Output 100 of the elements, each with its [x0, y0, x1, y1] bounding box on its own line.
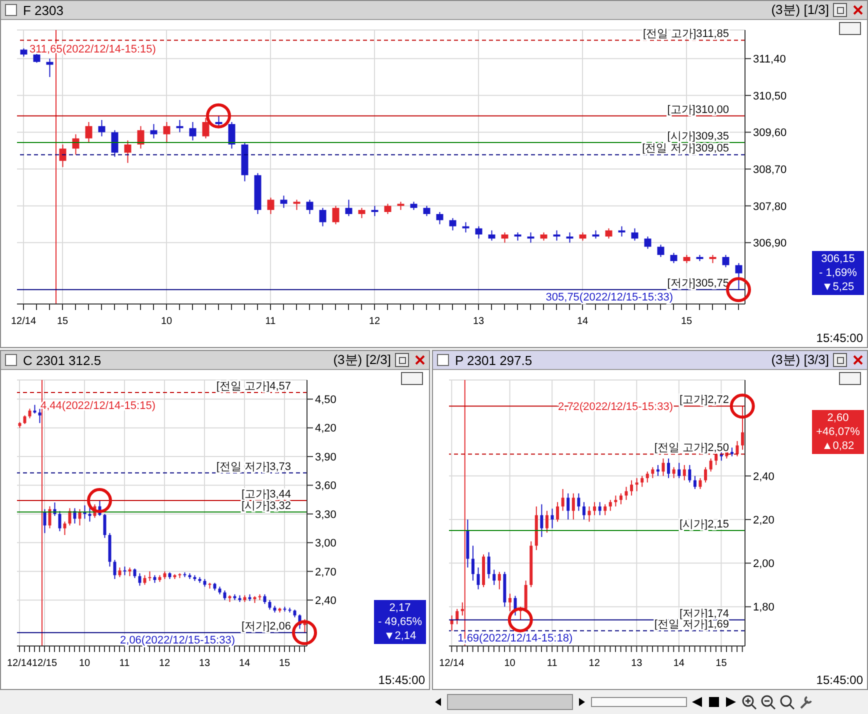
text: ▼2,14	[382, 629, 418, 644]
annotation: 2,06(2022/12/15-15:33)	[120, 634, 235, 647]
candlestick	[202, 117, 210, 139]
candlestick	[640, 475, 644, 488]
x-tick-label: 15	[278, 658, 290, 669]
candlestick	[736, 440, 739, 457]
candlestick	[345, 199, 352, 217]
candlestick	[598, 502, 602, 516]
candlestick	[58, 510, 62, 532]
candlestick	[682, 464, 686, 481]
candlestick	[471, 545, 474, 582]
candlestick	[605, 228, 612, 240]
x-tick-label: 12/14	[10, 316, 36, 327]
candlestick	[63, 521, 66, 536]
candlestick	[501, 232, 508, 244]
candlestick	[456, 608, 459, 625]
x-tick-label: 12	[368, 316, 380, 327]
candlestick	[137, 126, 144, 150]
candlestick	[118, 567, 122, 578]
text: 306,15	[820, 252, 856, 266]
x-tick-label: 15	[716, 658, 728, 669]
candlestick	[553, 230, 560, 242]
candlestick	[189, 122, 196, 141]
candlestick	[103, 513, 106, 538]
y-tick-label: 1,80	[753, 602, 774, 614]
x-tick-label: 12	[588, 658, 600, 669]
candlestick	[619, 492, 622, 505]
ref-line-label: [전일 고가]2,50	[654, 442, 729, 454]
candlestick	[604, 504, 607, 516]
ref-line-label: [전일 저가]1,69	[654, 618, 729, 631]
candlestick	[670, 252, 678, 264]
ref-line-label: [고가]2,72	[679, 394, 729, 406]
candlestick	[371, 205, 378, 217]
candlestick	[698, 478, 702, 490]
y-tick-label: 4,50	[315, 394, 336, 406]
candlestick	[693, 475, 696, 490]
y-tick-label: 2,40	[753, 470, 774, 483]
candlestick	[662, 458, 665, 476]
candlestick	[113, 559, 116, 580]
ref-line-label: [고가]3,44	[241, 488, 291, 501]
candlestick	[741, 406, 744, 450]
y-tick-label: 306,90	[753, 238, 787, 250]
ref-line-label: [전일 고가]311,85	[643, 28, 729, 40]
candlestick	[618, 226, 626, 238]
text: (3분) [1/3]	[771, 1, 829, 19]
candlestick	[631, 228, 638, 242]
candlestick	[267, 197, 274, 215]
candlestick	[657, 244, 664, 258]
candlestick	[384, 203, 392, 215]
candlestick	[68, 508, 72, 526]
chart-title: C 2301 312.5	[23, 352, 102, 368]
y-tick-label: 2,00	[753, 558, 774, 570]
x-tick-label: 11	[265, 316, 276, 327]
y-tick-label: 307,80	[753, 200, 787, 213]
candlestick	[133, 568, 136, 579]
candlestick	[223, 590, 226, 601]
candlestick	[150, 124, 158, 139]
x-tick-label: 13	[472, 316, 484, 327]
x-tick-label: 13	[198, 658, 210, 669]
candlestick	[550, 508, 554, 529]
candlestick	[735, 262, 742, 290]
chart-title: P 2301 297.5	[455, 352, 532, 368]
candlestick	[48, 506, 52, 529]
candlestick	[423, 205, 430, 217]
y-tick-label: 308,70	[753, 164, 787, 176]
candlestick	[593, 502, 596, 516]
x-tick-label: 12/14	[439, 658, 465, 669]
ref-line-label: [저가]2,06	[241, 620, 291, 633]
y-tick-label: 310,50	[753, 90, 787, 102]
candlestick	[143, 574, 146, 586]
text: 15:45:00	[816, 673, 863, 687]
text: 15:45:00	[378, 673, 425, 687]
text: 15:45:00	[816, 331, 863, 345]
candlestick	[630, 480, 634, 496]
y-tick-label: 3,90	[315, 451, 336, 464]
candlestick	[688, 464, 692, 483]
candlestick	[646, 471, 649, 483]
y-tick-label: 3,00	[315, 538, 336, 550]
candlestick	[704, 466, 708, 483]
candlestick	[43, 508, 46, 534]
candlestick	[228, 122, 236, 150]
candlestick	[436, 211, 444, 225]
candlestick	[78, 508, 82, 526]
y-tick-label: 2,40	[315, 594, 336, 607]
candlestick	[488, 230, 496, 242]
candlestick	[306, 199, 314, 215]
x-tick-label: 10	[160, 316, 172, 327]
text: - 49,65%	[376, 615, 424, 630]
text: 2,60	[826, 411, 850, 426]
candlestick	[608, 499, 612, 512]
candlestick	[709, 458, 712, 472]
text: +46,07%	[815, 425, 861, 440]
y-tick-label: 2,70	[315, 566, 336, 578]
candlestick	[566, 492, 570, 520]
y-tick-label: 311,40	[753, 54, 786, 66]
candlestick	[624, 486, 628, 500]
candlestick	[28, 408, 32, 419]
candlestick	[635, 478, 638, 492]
x-tick-label: 12/14	[6, 658, 32, 669]
ref-line-label: [시가]3,32	[241, 500, 291, 512]
